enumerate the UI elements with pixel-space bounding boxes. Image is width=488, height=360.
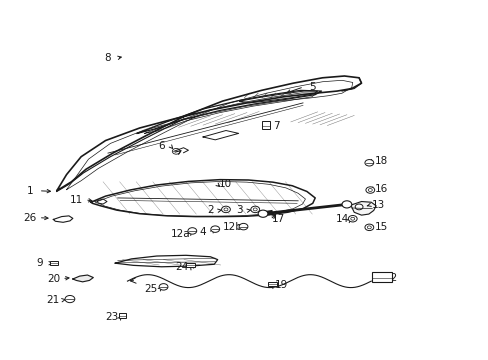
Circle shape [341, 201, 351, 208]
Text: 4: 4 [199, 227, 206, 237]
Text: 24: 24 [175, 262, 188, 272]
Bar [50, 261, 58, 265]
Circle shape [159, 284, 167, 290]
Text: 20: 20 [47, 274, 60, 284]
Text: 16: 16 [374, 184, 387, 194]
Polygon shape [73, 275, 93, 282]
Polygon shape [350, 202, 375, 215]
Circle shape [187, 228, 196, 234]
Bar [371, 272, 391, 282]
Bar [268, 282, 277, 286]
Circle shape [364, 224, 373, 230]
Circle shape [367, 189, 371, 192]
Circle shape [354, 204, 362, 210]
Circle shape [350, 217, 354, 220]
Circle shape [258, 210, 267, 217]
Circle shape [253, 208, 257, 211]
Text: 12a: 12a [171, 229, 190, 239]
Circle shape [221, 206, 230, 213]
Circle shape [364, 159, 373, 166]
Circle shape [365, 187, 374, 193]
Text: 11: 11 [69, 195, 83, 205]
Text: 21: 21 [47, 295, 60, 305]
Circle shape [224, 208, 227, 211]
Circle shape [347, 216, 356, 222]
Text: 8: 8 [104, 53, 111, 63]
Text: 25: 25 [144, 284, 157, 294]
Text: 23: 23 [105, 312, 118, 322]
Text: 13: 13 [371, 200, 385, 210]
Text: 19: 19 [274, 280, 287, 290]
Circle shape [210, 226, 219, 232]
Text: 17: 17 [271, 215, 285, 224]
Bar [186, 264, 195, 267]
Text: 12b: 12b [222, 222, 242, 231]
Text: 5: 5 [309, 82, 315, 92]
Circle shape [250, 206, 259, 213]
Text: 6: 6 [158, 141, 164, 151]
Text: 26: 26 [23, 213, 37, 222]
Text: 7: 7 [272, 121, 279, 131]
Circle shape [65, 296, 75, 303]
Text: 3: 3 [236, 206, 243, 216]
Text: 1: 1 [26, 186, 33, 196]
Text: 10: 10 [218, 179, 231, 189]
Text: 22: 22 [384, 273, 397, 283]
Text: 18: 18 [374, 156, 387, 166]
Text: 2: 2 [206, 206, 213, 216]
Bar [119, 314, 126, 318]
Bar [261, 121, 270, 129]
Text: 14: 14 [335, 215, 348, 224]
Text: 9: 9 [36, 258, 43, 268]
Circle shape [366, 226, 370, 229]
Circle shape [239, 224, 247, 230]
Text: 15: 15 [374, 222, 387, 232]
